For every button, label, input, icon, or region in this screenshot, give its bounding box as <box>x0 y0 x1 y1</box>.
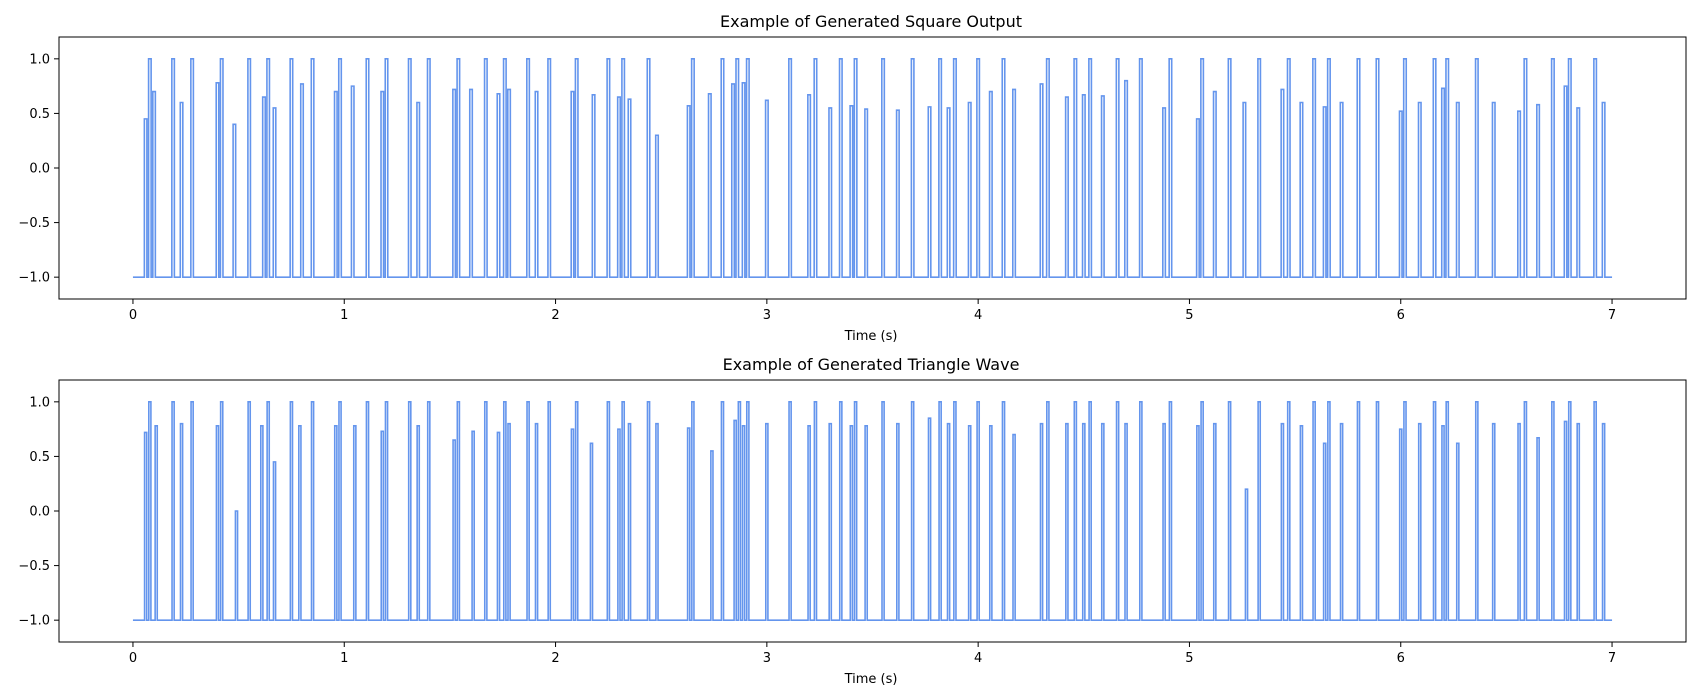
chart-title: Example of Generated Square Output <box>720 12 1022 31</box>
x-tick-label: 6 <box>1397 651 1405 666</box>
x-tick-label: 5 <box>1185 308 1193 323</box>
y-tick-label: 1.0 <box>29 52 50 67</box>
chart-title: Example of Generated Triangle Wave <box>723 355 1020 374</box>
x-tick-label: 3 <box>763 651 771 666</box>
plot-area <box>132 58 1613 278</box>
series-line <box>132 58 1613 278</box>
x-tick-label: 2 <box>551 308 559 323</box>
y-tick-label: 0.0 <box>29 162 50 177</box>
x-tick-label: 3 <box>763 308 771 323</box>
axes-frame <box>58 36 1687 300</box>
x-tick-label: 1 <box>340 308 348 323</box>
axes-frame <box>58 379 1687 643</box>
y-tick-label: 0.0 <box>29 505 50 520</box>
y-tick-label: −0.5 <box>18 216 50 231</box>
x-ticks: 0 1 2 3 4 5 6 7 <box>129 642 1616 666</box>
y-tick-label: −0.5 <box>18 559 50 574</box>
x-tick-label: 0 <box>129 308 137 323</box>
y-tick-label: 0.5 <box>29 450 50 465</box>
x-tick-label: 2 <box>551 651 559 666</box>
x-tick-label: 4 <box>974 651 982 666</box>
y-ticks: −1.0 −0.5 0.0 0.5 1.0 <box>18 52 59 286</box>
x-tick-label: 4 <box>974 308 982 323</box>
x-axis-label: Time (s) <box>844 672 898 687</box>
x-tick-label: 0 <box>129 651 137 666</box>
subplot-square-output: Example of Generated Square Output −1.0−… <box>18 12 1687 344</box>
y-tick-label: 0.5 <box>29 107 50 122</box>
subplot-triangle-wave: Example of Generated Triangle Wave −1.0−… <box>18 355 1687 687</box>
y-tick-label: −1.0 <box>18 271 50 286</box>
x-ticks: 0 1 2 3 4 5 6 7 <box>129 299 1616 323</box>
y-ticks: −1.0 −0.5 0.0 0.5 1.0 <box>18 395 59 629</box>
y-tick-label: −1.0 <box>18 614 50 629</box>
y-tick-label: 1.0 <box>29 395 50 410</box>
x-tick-label: 6 <box>1397 308 1405 323</box>
x-tick-label: 7 <box>1608 308 1616 323</box>
series-line <box>132 401 1613 621</box>
x-tick-label: 1 <box>340 651 348 666</box>
x-tick-label: 5 <box>1185 651 1193 666</box>
plot-area <box>132 401 1613 621</box>
x-tick-label: 7 <box>1608 651 1616 666</box>
x-axis-label: Time (s) <box>844 329 898 344</box>
